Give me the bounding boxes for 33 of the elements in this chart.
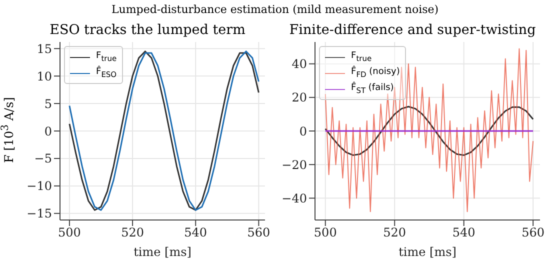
- legend-label: F̂$_{ESO}$: [96, 67, 117, 79]
- chart-title: Finite-difference and super-twisting: [288, 22, 537, 38]
- y-tick-label: −15: [26, 206, 52, 221]
- legend-label: F$_{true}$: [96, 51, 117, 63]
- y-tick-label: 15: [36, 42, 52, 56]
- y-tick-label: −5: [34, 152, 52, 166]
- y-tick-label: 20: [292, 90, 307, 105]
- x-tick-label: 540: [452, 226, 476, 240]
- y-tick-label: 0: [44, 124, 52, 138]
- y-tick-label: −40: [282, 191, 307, 206]
- line-series: [324, 106, 534, 156]
- legend-label: F̂$_{ST}$ (fails): [351, 83, 394, 95]
- line-series: [68, 50, 260, 211]
- legend-label: F̂$_{FD}$ (noisy): [351, 67, 400, 79]
- legend-label: F$_{true}$: [351, 51, 372, 63]
- x-tick-label: 520: [121, 226, 144, 240]
- x-tick-label: 500: [58, 226, 81, 240]
- x-tick-label: 500: [314, 226, 337, 240]
- y-tick-label: 0: [299, 124, 307, 138]
- chart-title: ESO tracks the lumped term: [48, 22, 246, 38]
- x-tick-label: 520: [383, 226, 406, 240]
- y-tick-label: 10: [36, 69, 52, 84]
- y-tick-label: 5: [44, 96, 52, 111]
- x-axis-title: time [ms]: [134, 245, 192, 259]
- x-tick-label: 560: [522, 226, 545, 240]
- x-tick-label: 540: [184, 226, 208, 240]
- text: Lumped-disturbance estimation (mild measurement noise): [110, 3, 440, 16]
- line-series: [324, 48, 534, 212]
- x-axis-title: time [ms]: [398, 245, 456, 259]
- y-tick-label: −20: [282, 158, 307, 172]
- y-tick-label: −10: [26, 179, 52, 194]
- y-tick-label: 40: [292, 57, 307, 72]
- x-tick-label: 560: [247, 226, 270, 240]
